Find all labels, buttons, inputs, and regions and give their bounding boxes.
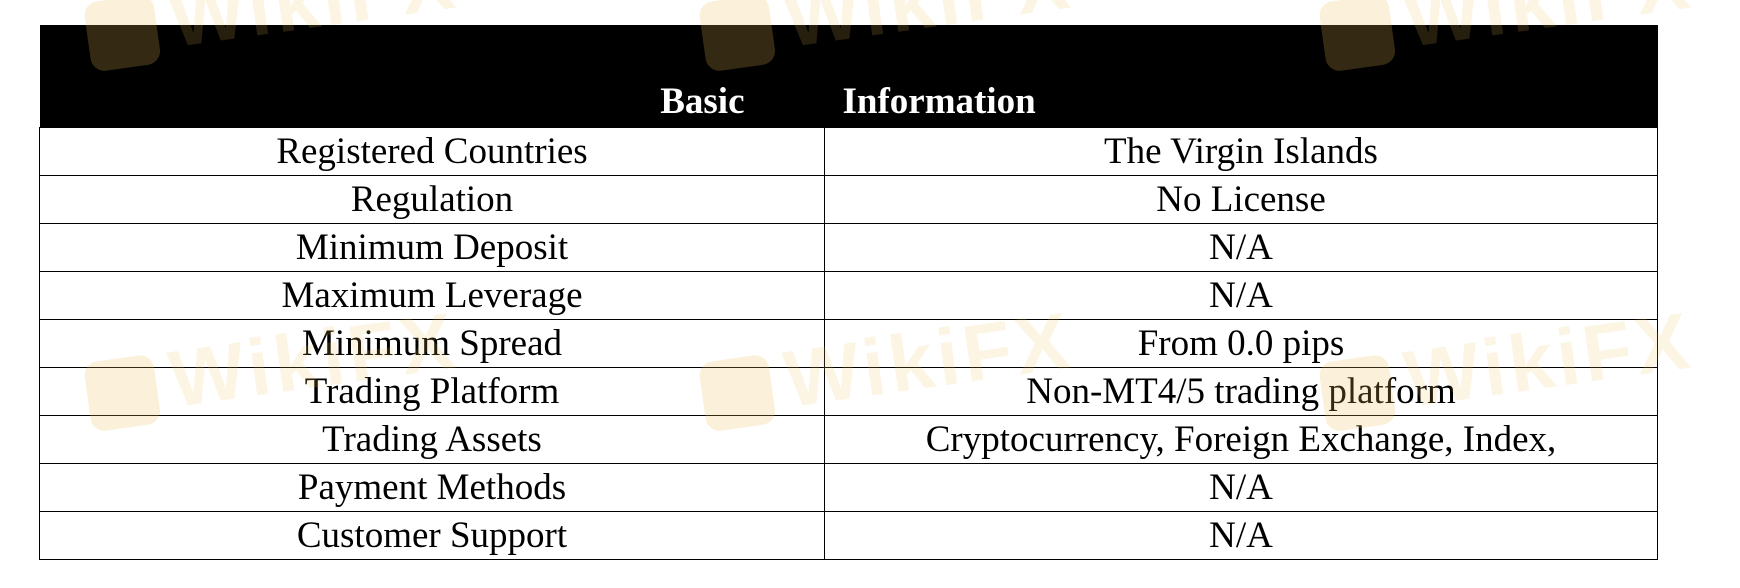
row-value: Cryptocurrency, Foreign Exchange, Index, xyxy=(824,415,1658,464)
row-label: Trading Platform xyxy=(39,367,825,416)
basic-information-table: Basic Information Registered Countries Th… xyxy=(39,25,1658,560)
row-label: Regulation xyxy=(39,175,825,224)
table-row: Maximum Leverage N/A xyxy=(39,271,1658,320)
row-value: N/A xyxy=(824,511,1658,560)
row-label: Minimum Deposit xyxy=(39,223,825,272)
header-basic: Basic xyxy=(39,25,825,128)
table-row: Registered Countries The Virgin Islands xyxy=(39,127,1658,176)
row-label: Trading Assets xyxy=(39,415,825,464)
row-value: The Virgin Islands xyxy=(824,127,1658,176)
table-row: Minimum Spread From 0.0 pips xyxy=(39,319,1658,368)
row-label: Customer Support xyxy=(39,511,825,560)
row-value: Non-MT4/5 trading platform xyxy=(824,367,1658,416)
row-label: Maximum Leverage xyxy=(39,271,825,320)
row-value: N/A xyxy=(824,271,1658,320)
table-header-row: Basic Information xyxy=(39,25,1658,128)
row-value: No License xyxy=(824,175,1658,224)
table-row: Payment Methods N/A xyxy=(39,463,1658,512)
table-row: Minimum Deposit N/A xyxy=(39,223,1658,272)
table-row: Regulation No License xyxy=(39,175,1658,224)
table-row: Customer Support N/A xyxy=(39,511,1658,560)
table-row: Trading Assets Cryptocurrency, Foreign Ex… xyxy=(39,415,1658,464)
row-label: Payment Methods xyxy=(39,463,825,512)
row-label: Minimum Spread xyxy=(39,319,825,368)
row-label: Registered Countries xyxy=(39,127,825,176)
row-value: From 0.0 pips xyxy=(824,319,1658,368)
row-value: N/A xyxy=(824,463,1658,512)
row-value: N/A xyxy=(824,223,1658,272)
table-row: Trading Platform Non-MT4/5 trading platfo… xyxy=(39,367,1658,416)
header-information: Information xyxy=(824,25,1658,128)
